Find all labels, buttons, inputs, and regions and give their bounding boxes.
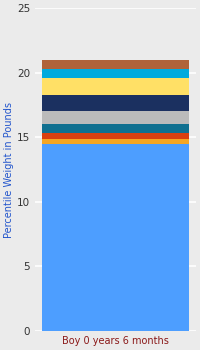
Bar	[42, 69, 189, 78]
Bar	[42, 78, 189, 95]
Y-axis label: Percentile Weight in Pounds: Percentile Weight in Pounds	[4, 102, 14, 238]
Bar	[42, 111, 189, 124]
Bar	[42, 61, 189, 69]
Bar	[42, 139, 189, 144]
Bar	[42, 124, 189, 133]
Bar	[42, 133, 189, 139]
Bar	[42, 144, 189, 331]
Bar	[42, 95, 189, 111]
